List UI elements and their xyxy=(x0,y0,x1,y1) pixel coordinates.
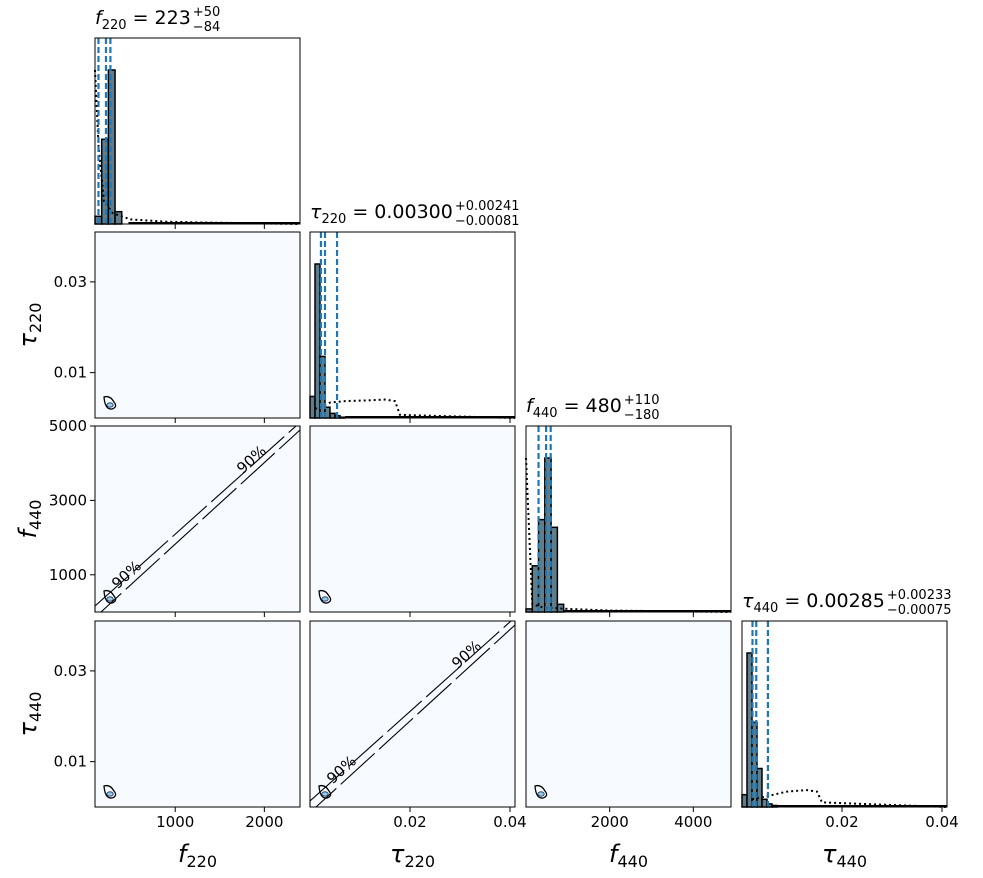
contour-blob xyxy=(318,589,332,604)
y-axis-label-tau220: τ220 xyxy=(14,303,45,348)
contour-blob xyxy=(103,395,117,410)
y-tick-label: 0.01 xyxy=(54,753,87,771)
panel-f440-vs-tau220 xyxy=(309,425,516,613)
y-tick-label: 5000 xyxy=(49,417,87,435)
hist-bar xyxy=(114,210,123,225)
y-tick-label: 1000 xyxy=(49,566,87,584)
y-tick-label: 0.01 xyxy=(54,364,87,382)
contour-blob xyxy=(318,784,332,799)
x-tick-label: 2000 xyxy=(245,813,283,831)
diag-panel-tau440 xyxy=(741,620,948,808)
panel-bg xyxy=(526,621,731,807)
panel-frame xyxy=(309,425,516,613)
y-tick-label: 3000 xyxy=(49,491,87,509)
y-axis-label-tau440: τ440 xyxy=(14,692,45,737)
panel-tau440-vs-f440 xyxy=(525,620,732,808)
hist-bar xyxy=(550,526,559,613)
panel-frame xyxy=(525,425,732,613)
panel-frame xyxy=(94,620,301,808)
panel-bg xyxy=(95,621,300,807)
x-axis-label-tau440: τ440 xyxy=(822,840,867,871)
contour-core xyxy=(106,596,114,602)
x-tick-label: 0.04 xyxy=(925,813,958,831)
title-f440: f440 = 480 xyxy=(526,395,622,421)
x-tick-label: 1000 xyxy=(156,813,194,831)
panel-frame xyxy=(309,231,516,419)
contour-core xyxy=(321,596,329,602)
x-tick-label: 0.02 xyxy=(393,813,426,831)
contour-blob xyxy=(103,589,117,604)
panel-bg xyxy=(95,232,300,418)
panel-bg xyxy=(310,621,515,807)
title-f220: f220 = 223 xyxy=(95,7,191,33)
title-tau220: τ220 = 0.00300 xyxy=(310,201,453,227)
panel-frame xyxy=(94,425,301,613)
diag-panel-tau220 xyxy=(309,231,516,419)
panel-bg xyxy=(95,426,300,612)
title-plus-err: +110 xyxy=(624,393,660,408)
panel-frame xyxy=(525,620,732,808)
x-tick-label: 0.04 xyxy=(493,813,526,831)
contour-blob xyxy=(534,784,548,799)
contour-core xyxy=(321,791,329,797)
diag-panel-f440 xyxy=(525,425,732,613)
y-tick-label: 0.03 xyxy=(54,662,87,680)
title-minus-err: −180 xyxy=(624,408,660,423)
title-minus-err: −84 xyxy=(193,20,220,35)
x-axis-label-tau220: τ220 xyxy=(390,840,435,871)
panel-frame xyxy=(94,37,301,225)
title-minus-err: −0.00081 xyxy=(455,214,520,229)
panel-tau440-vs-tau220: 90%90% xyxy=(309,620,516,808)
prior-dotted-line xyxy=(314,398,516,419)
prior-dotted-line xyxy=(751,789,948,808)
panel-tau220-vs-f220 xyxy=(94,231,301,419)
panel-tau440-vs-f220 xyxy=(94,620,301,808)
x-axis-label-f220: f220 xyxy=(178,840,217,871)
contour-core xyxy=(106,791,114,797)
panel-frame xyxy=(309,620,516,808)
panel-frame xyxy=(94,231,301,419)
title-plus-err: +50 xyxy=(193,5,220,20)
panel-bg xyxy=(310,426,515,612)
prior-dotted-line xyxy=(94,69,301,225)
title-tau440: τ440 = 0.00285 xyxy=(742,590,885,616)
panel-frame xyxy=(741,620,948,808)
contour-core xyxy=(537,791,545,797)
panel-f440-vs-f220: 90%90% xyxy=(94,425,301,613)
y-tick-label: 0.03 xyxy=(54,273,87,291)
x-axis-label-f440: f440 xyxy=(609,840,648,871)
y-axis-label-f440: f440 xyxy=(14,500,45,539)
contour-blob xyxy=(103,784,117,799)
diag-panel-f220 xyxy=(94,37,301,225)
title-plus-err: +0.00233 xyxy=(887,588,952,603)
title-minus-err: −0.00075 xyxy=(887,603,952,618)
x-tick-label: 2000 xyxy=(591,813,629,831)
x-tick-label: 0.02 xyxy=(825,813,858,831)
contour-core xyxy=(106,402,114,408)
x-tick-label: 4000 xyxy=(674,813,712,831)
title-plus-err: +0.00241 xyxy=(455,199,520,214)
